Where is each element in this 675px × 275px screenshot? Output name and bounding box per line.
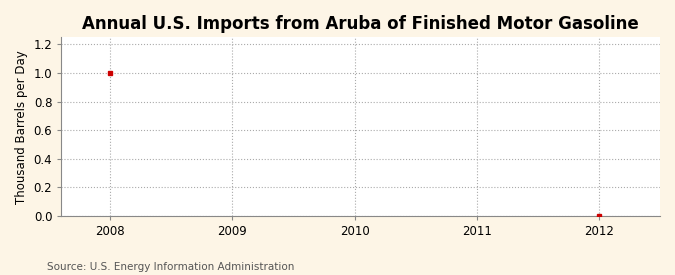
Title: Annual U.S. Imports from Aruba of Finished Motor Gasoline: Annual U.S. Imports from Aruba of Finish… (82, 15, 639, 33)
Y-axis label: Thousand Barrels per Day: Thousand Barrels per Day (15, 50, 28, 204)
Text: Source: U.S. Energy Information Administration: Source: U.S. Energy Information Administ… (47, 262, 294, 272)
